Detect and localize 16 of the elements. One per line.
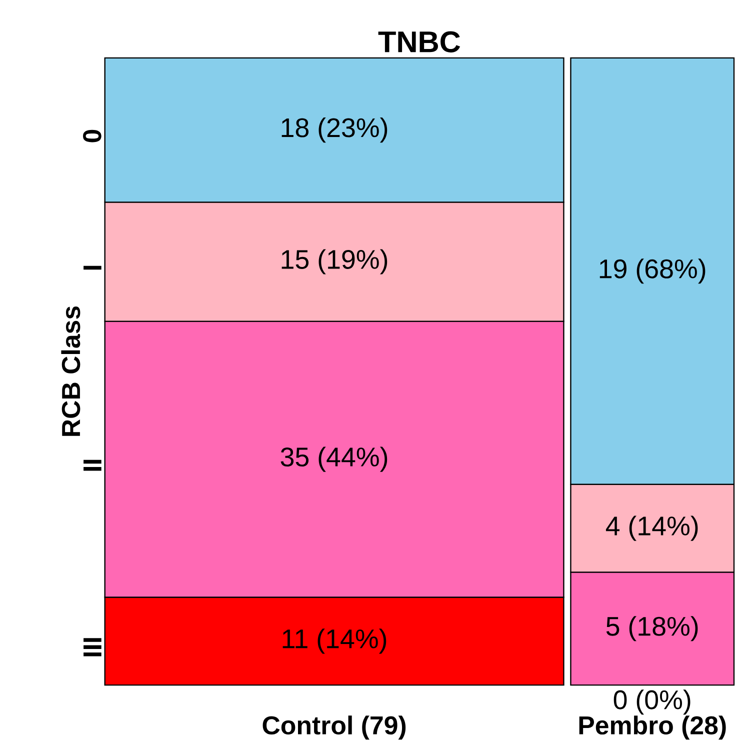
data-label: 5 (18%) xyxy=(606,616,698,642)
data-label: 19 (68%) xyxy=(600,258,706,284)
text: 0 xyxy=(83,130,102,142)
data-label: 0 (0%) xyxy=(614,690,690,715)
data-label: 35 (44%) xyxy=(281,446,388,472)
category-label: Pembro (28) xyxy=(580,716,726,740)
data-label: 11 (14%) xyxy=(283,628,386,654)
text: TNBC xyxy=(378,31,460,52)
text: II xyxy=(84,460,102,471)
category-label: Control (79) xyxy=(262,716,406,740)
data-label: 18 (23%) xyxy=(282,118,388,143)
data-label: 4 (14%) xyxy=(606,516,698,541)
data-label: 15 (19%) xyxy=(282,249,388,274)
text: I xyxy=(84,266,102,270)
text: RCB Class xyxy=(61,306,80,436)
text: III xyxy=(84,638,102,656)
